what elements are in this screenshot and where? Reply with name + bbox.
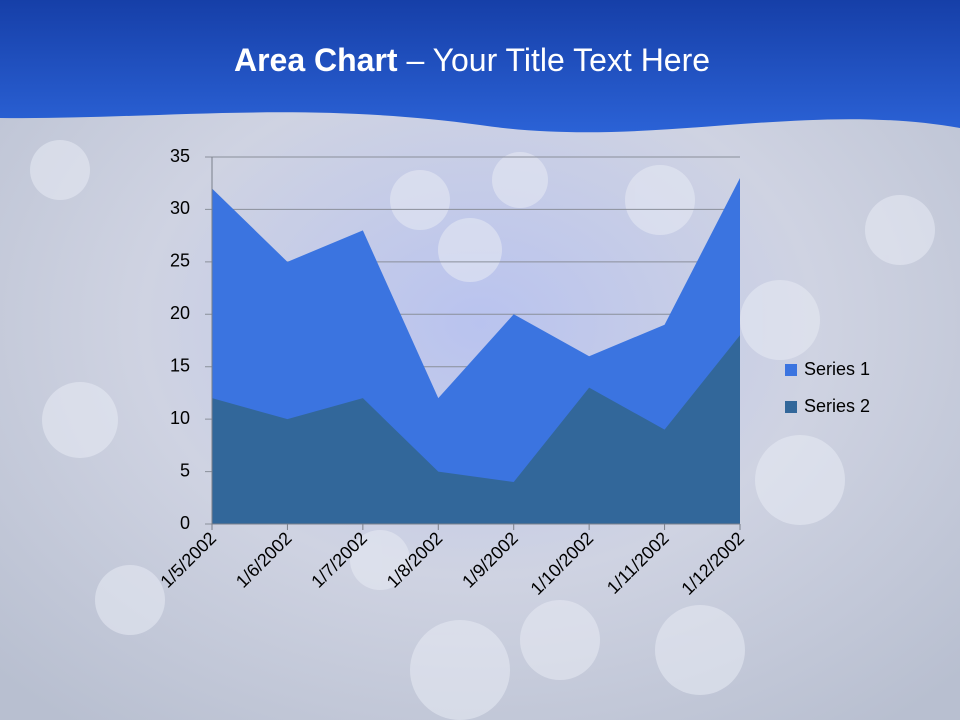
- area: [212, 335, 740, 524]
- y-tick-label: 10: [170, 408, 190, 428]
- y-tick-label: 15: [170, 355, 190, 375]
- y-tick-label: 0: [180, 513, 190, 533]
- y-tick-label: 5: [180, 460, 190, 480]
- y-tick-label: 30: [170, 198, 190, 218]
- background-decoration: [30, 140, 935, 720]
- header-band: [0, 0, 960, 133]
- legend-swatch: [785, 401, 797, 413]
- chart-title: Area Chart – Your Title Text Here: [234, 42, 710, 78]
- title-text: – Your Title Text Here: [406, 42, 710, 78]
- y-tick-label: 25: [170, 251, 190, 271]
- legend-swatch: [785, 364, 797, 376]
- y-tick-label: 35: [170, 146, 190, 166]
- y-tick-label: 20: [170, 303, 190, 323]
- legend-label: Series 2: [804, 396, 870, 416]
- legend-label: Series 1: [804, 359, 870, 379]
- title-text: [398, 42, 407, 78]
- title-emphasis: Area Chart: [234, 42, 398, 78]
